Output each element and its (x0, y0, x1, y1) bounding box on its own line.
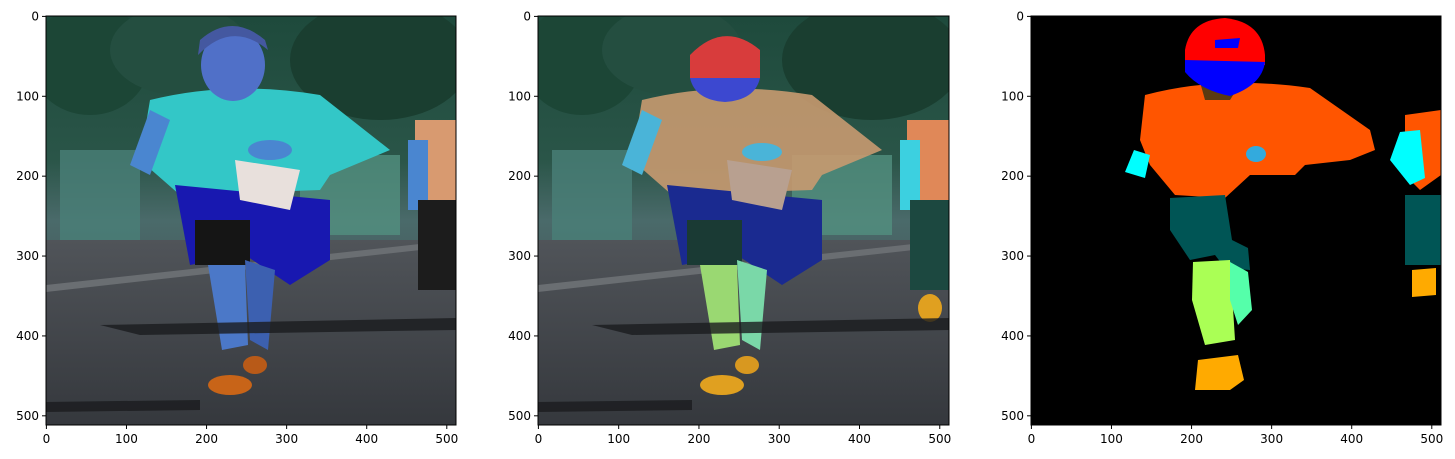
x-tick-label: 500 (1420, 432, 1443, 446)
y-tick-label: 500 (1001, 409, 1024, 423)
x-tick-label: 300 (1260, 432, 1283, 446)
x-tick-label: 0 (43, 432, 51, 446)
y-tick-label: 100 (16, 89, 39, 103)
y-tick-label: 0 (31, 9, 39, 23)
panel-segmentation-mask (1030, 15, 1442, 426)
x-tick-label: 100 (1100, 432, 1123, 446)
y-tick-label: 200 (508, 169, 531, 183)
axes-ticks: 0 0 100 100 200 200 300 300 400 400 500 500 0 0 100 100… (16, 9, 1443, 446)
x-tick-label: 300 (275, 432, 298, 446)
x-tick-label: 200 (1180, 432, 1203, 446)
x-tick-label: 200 (687, 432, 710, 446)
y-tick-label: 300 (16, 249, 39, 263)
y-tick-label: 0 (523, 9, 531, 23)
y-tick-label: 500 (508, 409, 531, 423)
y-tick-label: 400 (16, 329, 39, 343)
original-image-axes: 0 0 100 100 200 200 300 300 400 400 500 500 (16, 9, 458, 446)
y-tick-label: 200 (1001, 169, 1024, 183)
panel-original-image (45, 15, 457, 426)
y-tick-label: 200 (16, 169, 39, 183)
x-tick-label: 200 (195, 432, 218, 446)
y-tick-label: 100 (1001, 89, 1024, 103)
y-tick-label: 300 (1001, 249, 1024, 263)
x-tick-label: 400 (848, 432, 871, 446)
axes-frame (537, 15, 950, 426)
segmentation-mask-axes: 0 0 100 100 200 200 300 300 400 400 500 500 (1001, 9, 1443, 446)
overlay-image-axes: 0 0 100 100 200 200 300 300 400 400 500 500 (508, 9, 951, 446)
y-tick-label: 100 (508, 89, 531, 103)
x-tick-label: 300 (768, 432, 791, 446)
y-tick-label: 500 (16, 409, 39, 423)
y-tick-label: 400 (508, 329, 531, 343)
x-tick-label: 0 (535, 432, 543, 446)
panel-overlay-image (537, 15, 950, 426)
overlay-photo (538, 16, 949, 425)
x-tick-label: 400 (355, 432, 378, 446)
x-tick-label: 500 (928, 432, 951, 446)
axes-frame (45, 15, 457, 426)
x-tick-label: 500 (435, 432, 458, 446)
y-tick-label: 0 (1016, 9, 1024, 23)
x-tick-label: 0 (1028, 432, 1036, 446)
y-tick-label: 300 (508, 249, 531, 263)
axes-frame (1030, 15, 1442, 426)
x-tick-label: 100 (115, 432, 138, 446)
mask-image (1031, 16, 1441, 425)
x-tick-label: 400 (1340, 432, 1363, 446)
y-tick-label: 400 (1001, 329, 1024, 343)
original-photo (46, 16, 456, 425)
x-tick-label: 100 (607, 432, 630, 446)
